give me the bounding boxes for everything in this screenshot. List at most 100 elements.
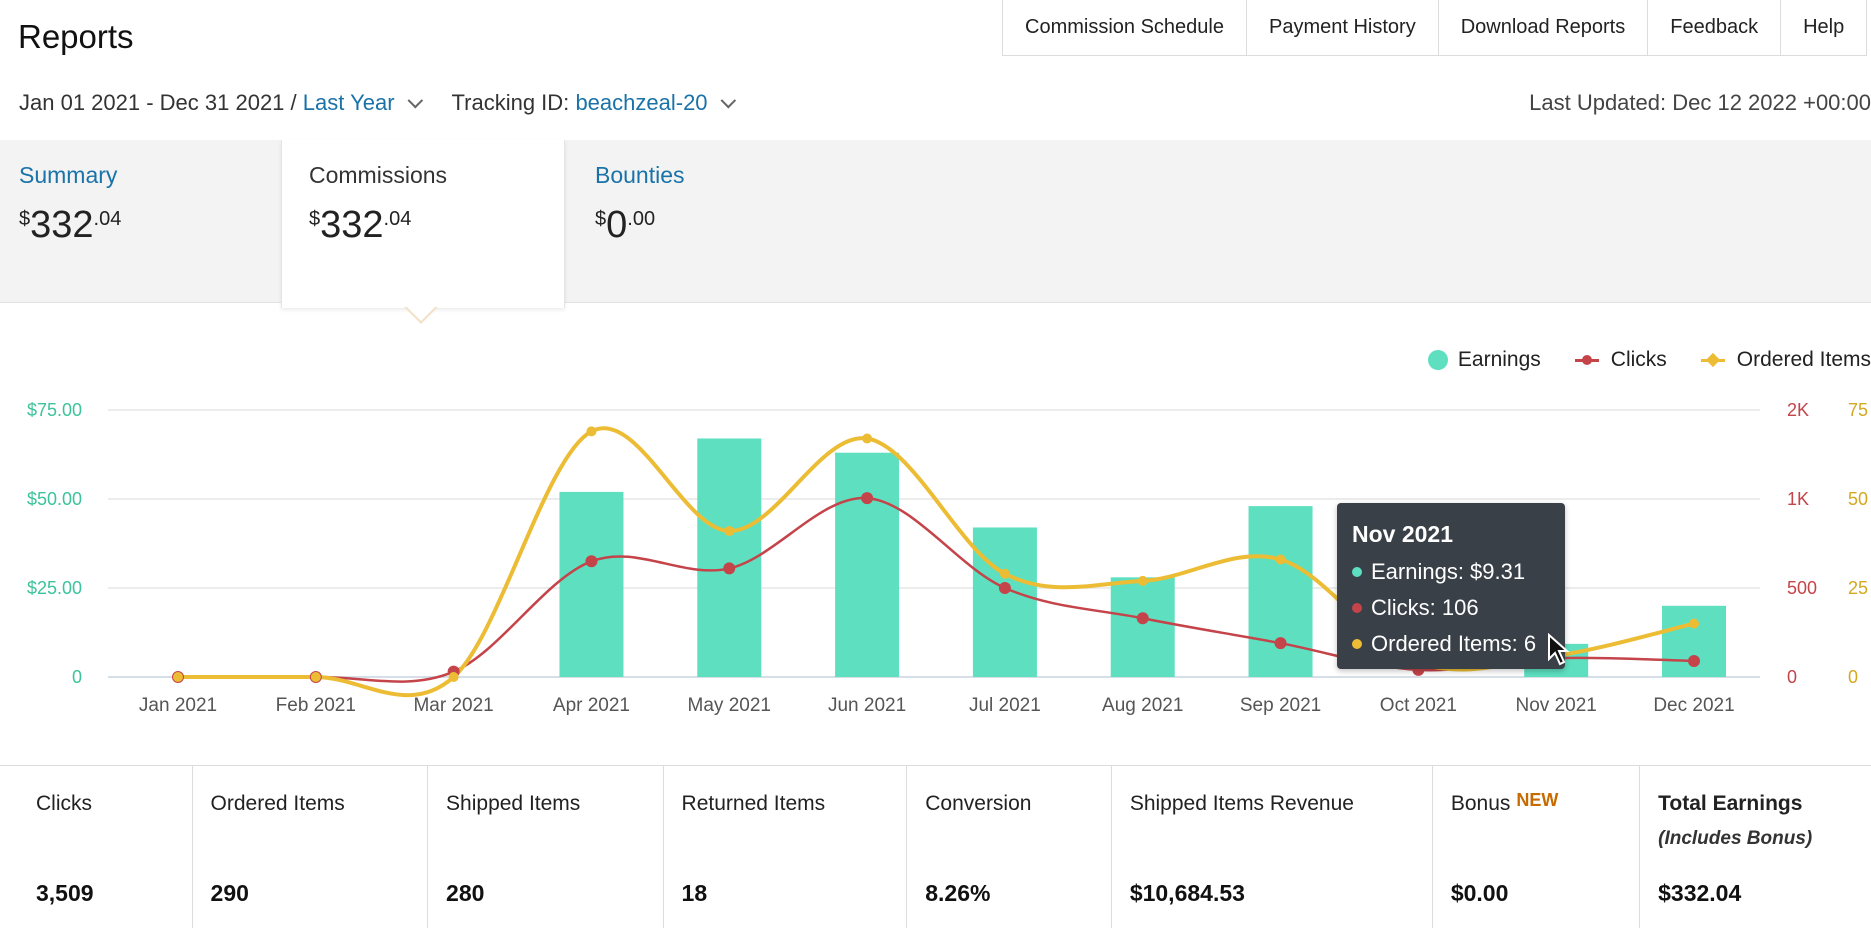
clicks-point[interactable] [998, 582, 1011, 594]
nav-help[interactable]: Help [1781, 0, 1868, 55]
clicks-point[interactable] [861, 492, 874, 505]
ordered-items-dot-icon [1352, 639, 1362, 649]
nav-payment-history[interactable]: Payment History [1247, 0, 1439, 55]
ordered-items-point[interactable] [448, 672, 459, 682]
ordered-items-point[interactable] [1689, 618, 1699, 629]
clicks-line-icon [1574, 354, 1599, 365]
y-right-items-tick: 75 [1848, 400, 1868, 420]
x-tick-label: Jan 2021 [139, 695, 217, 716]
stat-shipped-revenue: Shipped Items Revenue $10,684.53 [1112, 766, 1433, 928]
page-title: Reports [18, 18, 134, 55]
tooltip-earnings: Earnings: $9.31 [1352, 559, 1525, 585]
ordered-items-point[interactable] [1137, 575, 1148, 586]
y-right-clicks-tick: 2K [1787, 400, 1809, 420]
tab-commissions-amount: $332.04 [309, 204, 412, 246]
clicks-point[interactable] [1688, 654, 1700, 667]
x-tick-label: Oct 2021 [1380, 695, 1457, 716]
stat-label: Bonus NEW [1450, 790, 1559, 815]
ordered-items-point[interactable] [586, 426, 597, 437]
stat-value: $0.00 [1450, 880, 1509, 906]
tab-bounties[interactable]: Bounties $0.00 [595, 140, 845, 302]
tab-commissions-label[interactable]: Commissions [309, 162, 448, 188]
stat-value: 280 [446, 880, 485, 906]
legend-clicks[interactable]: Clicks [1574, 348, 1667, 372]
earnings-bar[interactable] [1248, 506, 1313, 677]
tooltip-ordered-items: Ordered Items: 6 [1352, 631, 1536, 657]
mouse-cursor-icon [1548, 633, 1570, 666]
ordered-items-point[interactable] [724, 526, 735, 537]
tab-commissions[interactable]: Commissions $332.04 [281, 140, 565, 308]
last-updated: Last Updated: Dec 12 2022 +00:00 [1529, 90, 1871, 115]
clicks-dot-icon [1352, 603, 1362, 613]
y-right-items-tick: 25 [1848, 578, 1868, 598]
earnings-dot-icon [1352, 567, 1362, 577]
nav-feedback[interactable]: Feedback [1648, 0, 1782, 55]
earnings-bar[interactable] [835, 452, 900, 677]
x-tick-label: May 2021 [688, 695, 771, 716]
filter-bar: Jan 01 2021 - Dec 31 2021 / Last Year Tr… [19, 90, 765, 116]
earnings-dot-icon [1427, 350, 1448, 370]
stat-label: Ordered Items [210, 792, 345, 815]
y-right-items-tick: 0 [1848, 667, 1858, 687]
x-tick-label: Jul 2021 [969, 695, 1041, 716]
tab-summary[interactable]: Summary $332.04 [0, 140, 280, 302]
ordered-items-point[interactable] [310, 672, 321, 682]
y-right-clicks-tick: 0 [1787, 667, 1797, 687]
stat-value: 3,509 [36, 880, 94, 906]
ordered-items-point[interactable] [999, 568, 1010, 579]
active-tab-pointer [404, 306, 438, 324]
clicks-point[interactable] [1274, 637, 1287, 650]
x-tick-label: Aug 2021 [1102, 695, 1183, 716]
nav-download-reports[interactable]: Download Reports [1439, 0, 1649, 55]
ordered-items-point[interactable] [1275, 554, 1286, 565]
stat-label: Conversion [925, 792, 1032, 815]
stat-clicks: Clicks 3,509 [0, 766, 193, 928]
tab-summary-amount: $332.04 [19, 204, 122, 246]
stat-value: 8.26% [925, 880, 991, 906]
stat-label: Shipped Items [446, 792, 581, 815]
stat-label: Clicks [36, 792, 92, 815]
legend-ordered-items[interactable]: Ordered Items [1700, 348, 1871, 372]
nav-commission-schedule[interactable]: Commission Schedule [1003, 0, 1247, 55]
tracking-id-dropdown[interactable]: beachzeal-20 [575, 90, 708, 115]
date-preset-dropdown[interactable]: Last Year [302, 90, 395, 115]
date-range-text: Jan 01 2021 - Dec 31 2021 / [19, 90, 297, 115]
tab-summary-label[interactable]: Summary [19, 162, 118, 188]
x-tick-label: Nov 2021 [1516, 695, 1597, 716]
x-tick-label: Apr 2021 [553, 695, 630, 716]
stat-value: 18 [681, 880, 708, 906]
legend-clicks-label: Clicks [1610, 348, 1667, 371]
stat-shipped-items: Shipped Items 280 [428, 766, 664, 928]
stat-label: Returned Items [681, 792, 826, 815]
x-tick-label: Feb 2021 [276, 695, 356, 716]
clicks-point[interactable] [585, 555, 598, 568]
x-tick-label: Dec 2021 [1653, 695, 1734, 716]
y-right-clicks-tick: 500 [1787, 578, 1817, 598]
stat-value: $10,684.53 [1129, 880, 1245, 906]
y-left-tick: $75.00 [27, 400, 82, 420]
legend-ordered-items-label: Ordered Items [1736, 348, 1871, 371]
ordered-items-point[interactable] [173, 672, 183, 682]
earnings-bar[interactable] [1110, 577, 1175, 677]
stats-row: Clicks 3,509 Ordered Items 290 Shipped Items… [0, 765, 1871, 928]
clicks-point[interactable] [723, 562, 736, 575]
x-tick-label: Mar 2021 [413, 695, 493, 716]
stat-label: Shipped Items Revenue [1129, 792, 1354, 815]
earnings-bar[interactable] [559, 491, 624, 677]
stat-value: 290 [210, 880, 249, 906]
tab-bounties-label[interactable]: Bounties [595, 162, 685, 188]
ordered-items-point[interactable] [862, 433, 873, 444]
earnings-bar[interactable] [697, 438, 762, 677]
legend-earnings[interactable]: Earnings [1427, 348, 1541, 372]
earnings-bar[interactable] [972, 527, 1037, 677]
chevron-down-icon[interactable] [407, 92, 423, 108]
tooltip-title: Nov 2021 [1352, 521, 1454, 547]
tooltip-clicks: Clicks: 106 [1352, 595, 1479, 621]
stat-conversion: Conversion 8.26% [907, 766, 1112, 928]
chevron-down-icon[interactable] [720, 92, 736, 108]
x-tick-label: Jun 2021 [828, 695, 906, 716]
tab-bounties-amount: $0.00 [595, 204, 656, 246]
new-badge: NEW [1516, 790, 1559, 810]
clicks-point[interactable] [1136, 612, 1149, 625]
legend-earnings-label: Earnings [1457, 348, 1541, 371]
